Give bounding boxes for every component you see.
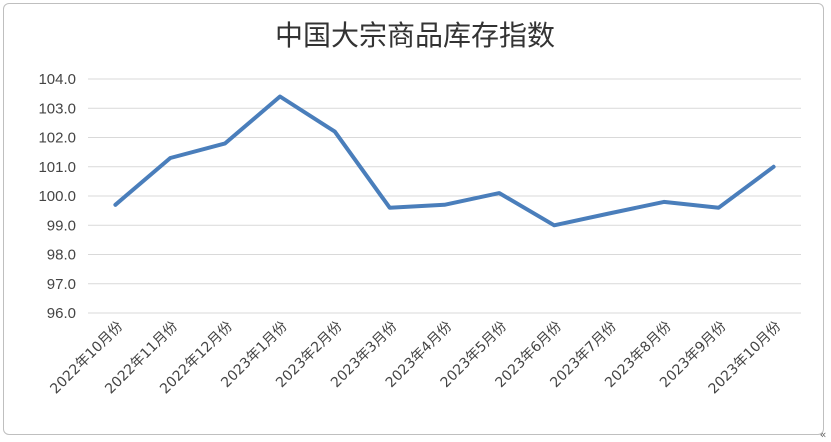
chart-frame <box>3 3 824 435</box>
y-axis-ticks: 96.0 97.0 98.0 99.0 100.0 101.0 102.0 103.0 104.… <box>38 71 76 322</box>
gridlines <box>88 78 801 314</box>
y-tick-label: 99.0 <box>47 217 76 234</box>
y-tick-label: 103.0 <box>38 100 76 117</box>
y-tick-label: 101.0 <box>38 159 76 176</box>
y-tick-label: 97.0 <box>47 276 76 293</box>
corner-mark: « <box>820 428 827 441</box>
y-tick-label: 100.0 <box>38 188 76 205</box>
chart-title: 中国大宗商品库存指数 <box>275 19 555 52</box>
x-axis-ticks: 2022年10月份2022年11月份2022年12月份2023年1月份2023年… <box>47 319 784 398</box>
y-tick-label: 98.0 <box>47 247 76 264</box>
y-tick-label: 104.0 <box>38 71 76 88</box>
y-tick-label: 96.0 <box>47 305 76 322</box>
y-tick-label: 102.0 <box>38 130 76 147</box>
series-line <box>113 94 776 228</box>
